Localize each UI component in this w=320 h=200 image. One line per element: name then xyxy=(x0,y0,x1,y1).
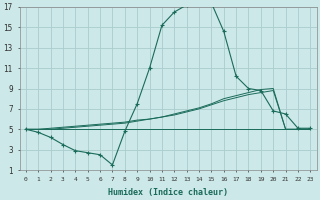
X-axis label: Humidex (Indice chaleur): Humidex (Indice chaleur) xyxy=(108,188,228,197)
